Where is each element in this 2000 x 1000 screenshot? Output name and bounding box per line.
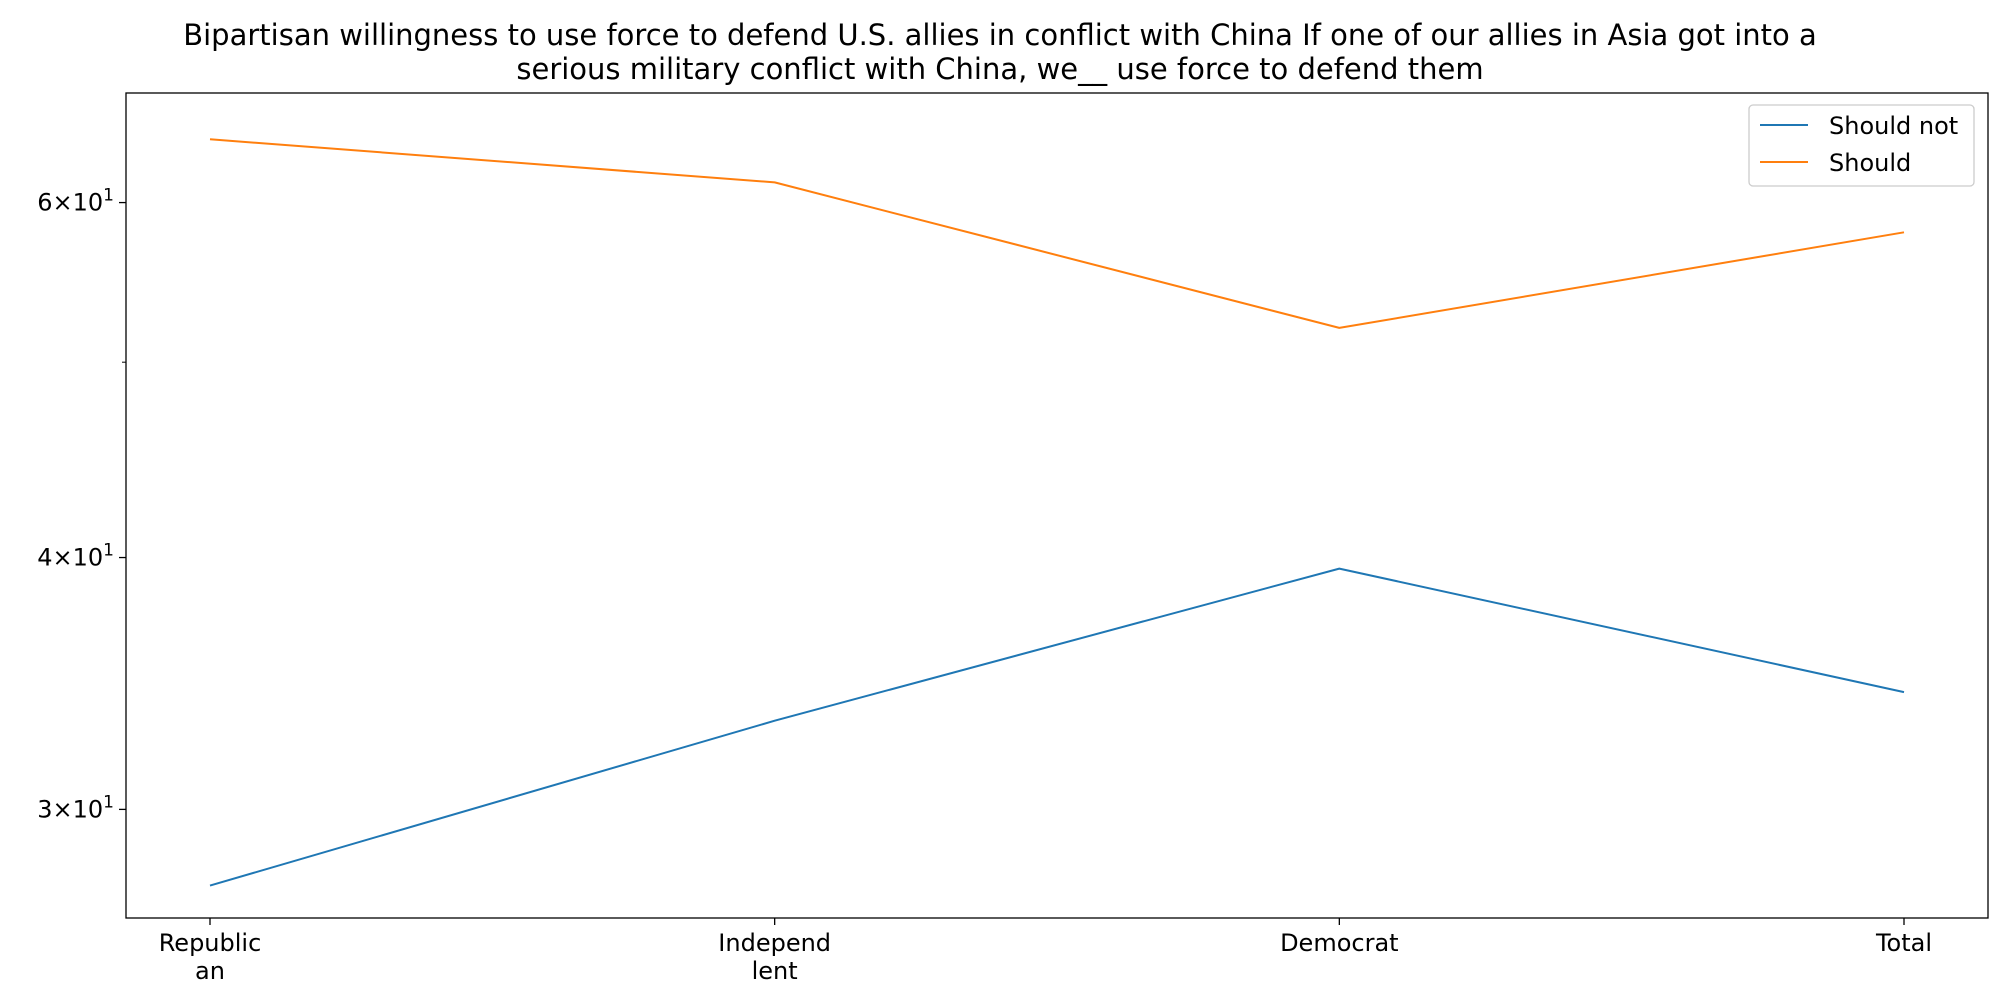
y-axis-ticks: 3×101 4×101 6×101 bbox=[37, 186, 126, 823]
plot-frame bbox=[125, 92, 1989, 919]
x-tick-label-3: Total bbox=[1875, 929, 1932, 957]
y-tick-label-1: 4×101 bbox=[37, 541, 114, 572]
series-line-should-not bbox=[209, 567, 1905, 887]
x-tick-label-0: Republic an bbox=[159, 929, 262, 985]
chart-title-line-1: Bipartisan willingness to use force to d… bbox=[183, 18, 1817, 52]
series-layer bbox=[209, 138, 1905, 887]
series-line-should bbox=[209, 138, 1905, 329]
y-tick-label-0: 3×101 bbox=[37, 792, 114, 823]
legend: Should not Should bbox=[1748, 104, 1975, 187]
chart-title-line-2: serious military conflict with China, we… bbox=[516, 52, 1484, 86]
x-tick-label-1: Independ lent bbox=[718, 929, 831, 985]
x-axis-ticks: Republic an Independ lent Democrat Total bbox=[159, 918, 1932, 985]
x-tick-label-2: Democrat bbox=[1280, 929, 1399, 957]
y-tick-label-2: 6×101 bbox=[37, 186, 114, 217]
chart-title: Bipartisan willingness to use force to d… bbox=[0, 18, 2000, 86]
legend-label-should-not: Should not bbox=[1829, 112, 1958, 140]
legend-label-should: Should bbox=[1829, 149, 1911, 177]
